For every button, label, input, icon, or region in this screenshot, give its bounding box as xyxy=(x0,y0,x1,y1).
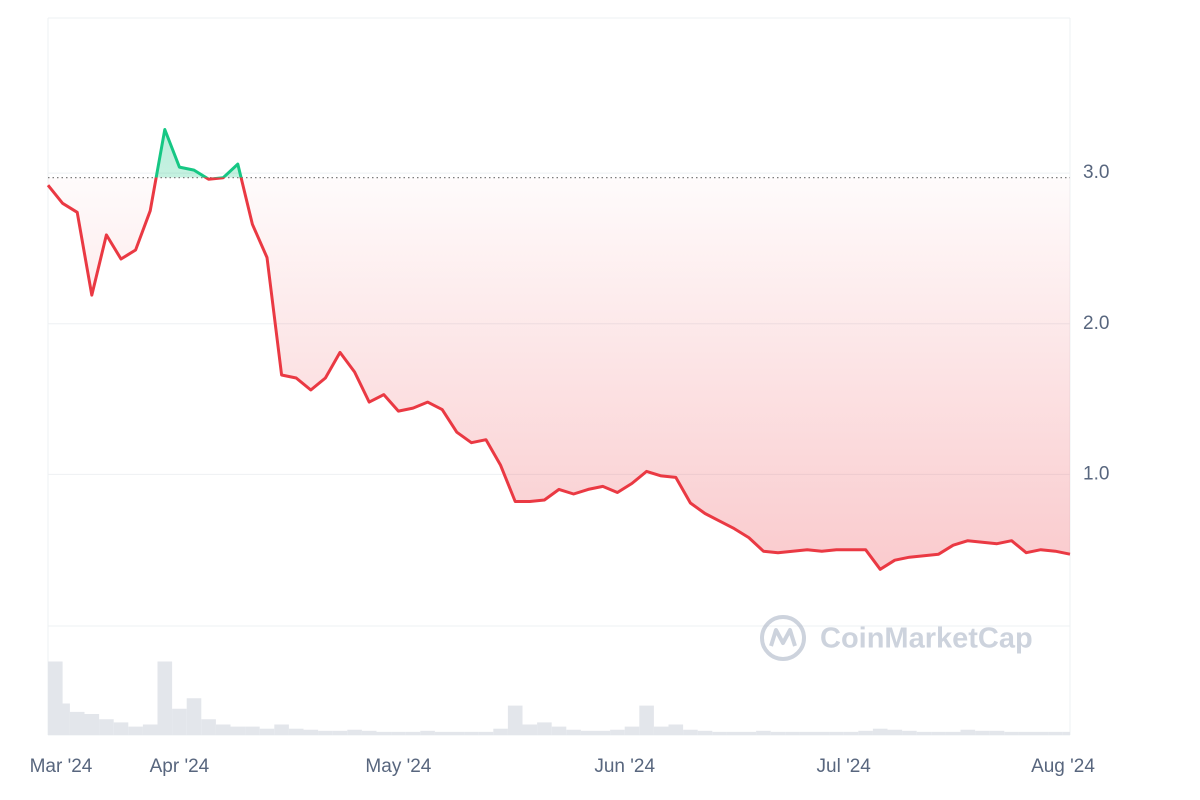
volume-bar xyxy=(318,730,333,735)
x-tick-label: May '24 xyxy=(365,756,431,777)
volume-bar xyxy=(916,731,932,735)
volume-bar xyxy=(186,698,202,735)
volume-bar xyxy=(566,729,581,735)
volume-bar xyxy=(405,731,421,735)
volume-bar xyxy=(230,726,246,735)
volume-bar xyxy=(522,724,538,735)
volume-bar xyxy=(99,719,114,735)
y-tick-label: 1.0 xyxy=(1083,463,1109,484)
volume-bar xyxy=(128,726,143,735)
volume-bar xyxy=(55,703,70,735)
volume-bar xyxy=(288,728,304,735)
x-tick-label: Jul '24 xyxy=(817,756,872,777)
volume-bar xyxy=(215,724,231,735)
watermark-logo-mark xyxy=(769,628,797,647)
volume-bar xyxy=(420,730,435,735)
volume-bar xyxy=(142,724,158,735)
volume-bar xyxy=(756,730,771,735)
volume-bar xyxy=(697,730,713,735)
volume-bar xyxy=(843,731,859,735)
watermark: CoinMarketCap xyxy=(760,615,1033,661)
volume-bar xyxy=(1004,731,1019,735)
volume-bar xyxy=(610,729,625,735)
volume-bar xyxy=(975,730,990,735)
volume-bar xyxy=(259,728,275,735)
volume-bar xyxy=(770,731,786,735)
volume-bar xyxy=(507,705,523,735)
volume-bar xyxy=(493,728,508,735)
price-area xyxy=(48,129,1070,570)
volume-bar xyxy=(639,705,654,735)
x-tick-label: Aug '24 xyxy=(1031,756,1095,777)
volume-bar xyxy=(858,730,873,735)
volume-bar xyxy=(741,731,757,735)
x-tick-label: Jun '24 xyxy=(594,756,655,777)
volume-bar xyxy=(726,731,742,735)
volume-bar xyxy=(683,729,698,735)
volume-bar xyxy=(449,731,465,735)
volume-bar xyxy=(814,731,830,735)
volume-bar xyxy=(464,731,479,735)
volume-bar xyxy=(332,730,348,735)
volume-bar xyxy=(434,731,450,735)
volume-bar xyxy=(1018,731,1034,735)
volume-bar xyxy=(303,729,319,735)
volume-bar xyxy=(1048,731,1063,735)
volume-bar xyxy=(624,726,640,735)
volume-bar xyxy=(376,731,392,735)
watermark-logo xyxy=(760,615,806,661)
volume-bar xyxy=(580,730,596,735)
volume-bar xyxy=(595,730,611,735)
volume-bar xyxy=(478,731,494,735)
volume-bar xyxy=(989,730,1005,735)
volume-bar xyxy=(347,729,362,735)
volume-bar xyxy=(829,731,844,735)
volume-bar xyxy=(712,731,727,735)
x-tick-label: Mar '24 xyxy=(30,756,93,777)
volume-bar xyxy=(1033,731,1049,735)
volume-bar xyxy=(668,724,684,735)
volume-bar xyxy=(1062,731,1070,735)
volume-bar xyxy=(902,730,917,735)
watermark-text: CoinMarketCap xyxy=(820,623,1033,655)
y-tick-label: 2.0 xyxy=(1083,313,1109,334)
price-line xyxy=(46,128,1071,571)
volume-bar xyxy=(172,708,187,735)
x-tick-label: Apr '24 xyxy=(150,756,210,777)
volume-bar xyxy=(537,722,552,735)
volume-bar xyxy=(113,722,129,735)
volume-bar xyxy=(931,731,946,735)
volume-bar xyxy=(157,661,173,735)
volume-bar xyxy=(945,731,961,735)
volume-bar xyxy=(69,711,85,735)
volume-bar xyxy=(799,731,815,735)
volume-bar xyxy=(785,731,800,735)
volume-bar xyxy=(274,724,289,735)
volume-bar xyxy=(653,726,669,735)
volume-bar xyxy=(201,719,216,735)
volume-bar xyxy=(245,726,260,735)
y-tick-label: 3.0 xyxy=(1083,162,1109,183)
volume-bar xyxy=(361,730,377,735)
volume-bar xyxy=(872,728,888,735)
volume-bar xyxy=(887,729,903,735)
volume-bar xyxy=(960,729,976,735)
volume-bar xyxy=(391,731,406,735)
volume-bar xyxy=(84,714,100,735)
volume-bar xyxy=(551,726,567,735)
